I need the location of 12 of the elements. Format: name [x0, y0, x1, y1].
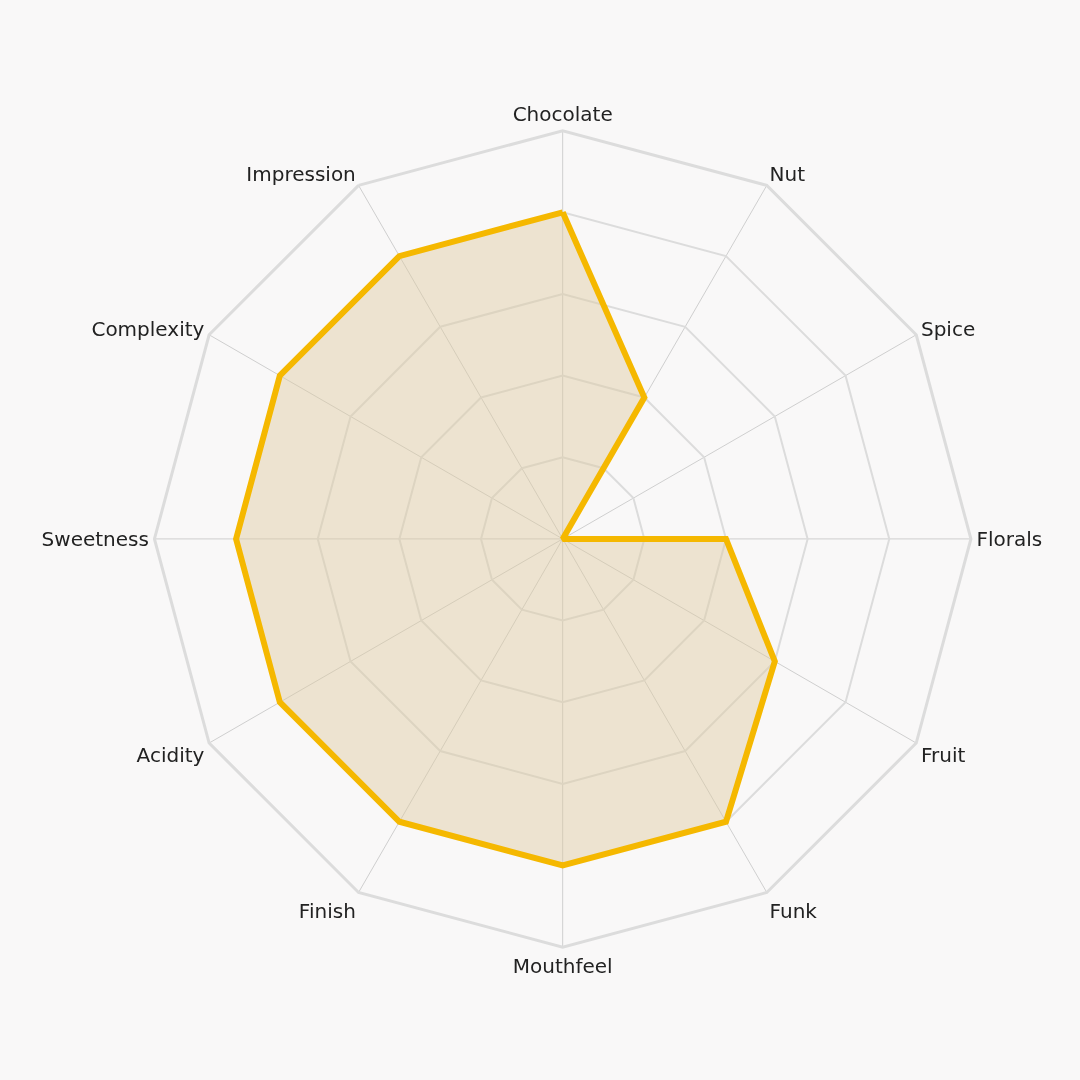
spoke-label: Complexity [91, 317, 205, 342]
spoke-label: Sweetness [41, 526, 149, 551]
spoke-label: Funk [769, 899, 818, 924]
spoke-label: Chocolate [512, 102, 613, 127]
spoke-label: Spice [920, 317, 976, 342]
spoke-label: Nut [769, 161, 806, 186]
spoke-label: Florals [976, 526, 1043, 551]
spoke-label: Fruit [920, 742, 966, 767]
spoke-label: Mouthfeel [512, 953, 613, 978]
spoke-label: Impression [246, 161, 356, 186]
spoke-label: Acidity [136, 742, 205, 767]
spoke-label: Finish [298, 899, 356, 924]
